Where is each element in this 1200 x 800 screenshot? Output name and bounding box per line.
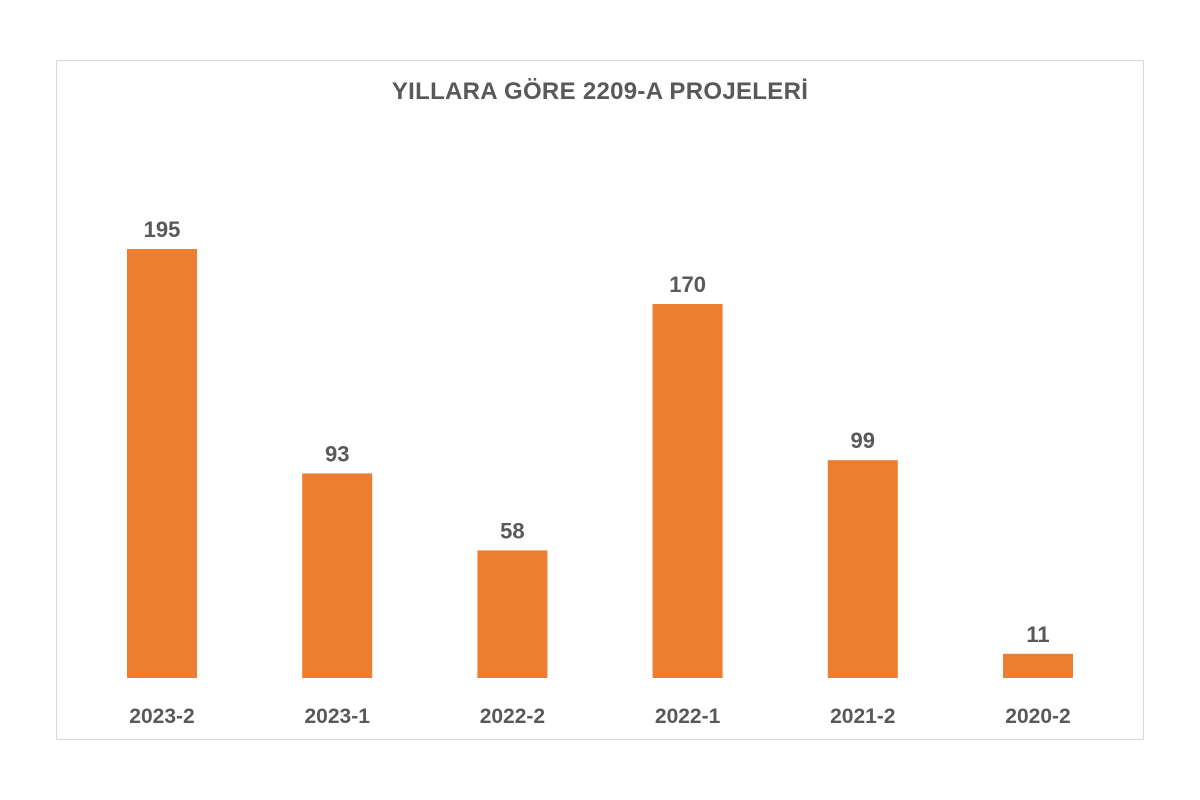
x-tick-label-2023-1: 2023-1: [305, 705, 371, 728]
x-tick-label-2022-2: 2022-2: [480, 705, 545, 728]
x-tick-label-2023-2: 2023-2: [129, 705, 194, 728]
data-label-2023-1: 93: [325, 441, 349, 466]
bar-labels-group: 195 93 58 170 99 11: [144, 217, 1050, 647]
data-label-2021-2: 99: [851, 428, 875, 453]
data-label-2022-1: 170: [669, 272, 706, 297]
data-label-2022-2: 58: [500, 518, 524, 543]
bar-2023-1: [302, 473, 373, 678]
data-label-2020-2: 11: [1026, 622, 1049, 647]
bar-2020-2: [1003, 653, 1073, 678]
x-tick-label-2021-2: 2021-2: [830, 705, 895, 728]
bars-group: [127, 249, 1073, 678]
x-tick-label-2022-1: 2022-1: [655, 705, 721, 728]
bar-2022-1: [652, 304, 723, 678]
chart-title: YILLARA GÖRE 2209-A PROJELERİ: [391, 78, 809, 105]
chart-frame: [56, 60, 1144, 740]
data-label-2023-2: 195: [144, 217, 181, 242]
bar-2023-2: [127, 249, 197, 678]
x-axis-tick-labels: 2023-2 2023-1 2022-2 2022-1 2021-2 2020-2: [129, 705, 1070, 728]
x-tick-label-2020-2: 2020-2: [1005, 705, 1070, 728]
bar-2022-2: [477, 550, 548, 678]
bar-2021-2: [827, 460, 898, 678]
